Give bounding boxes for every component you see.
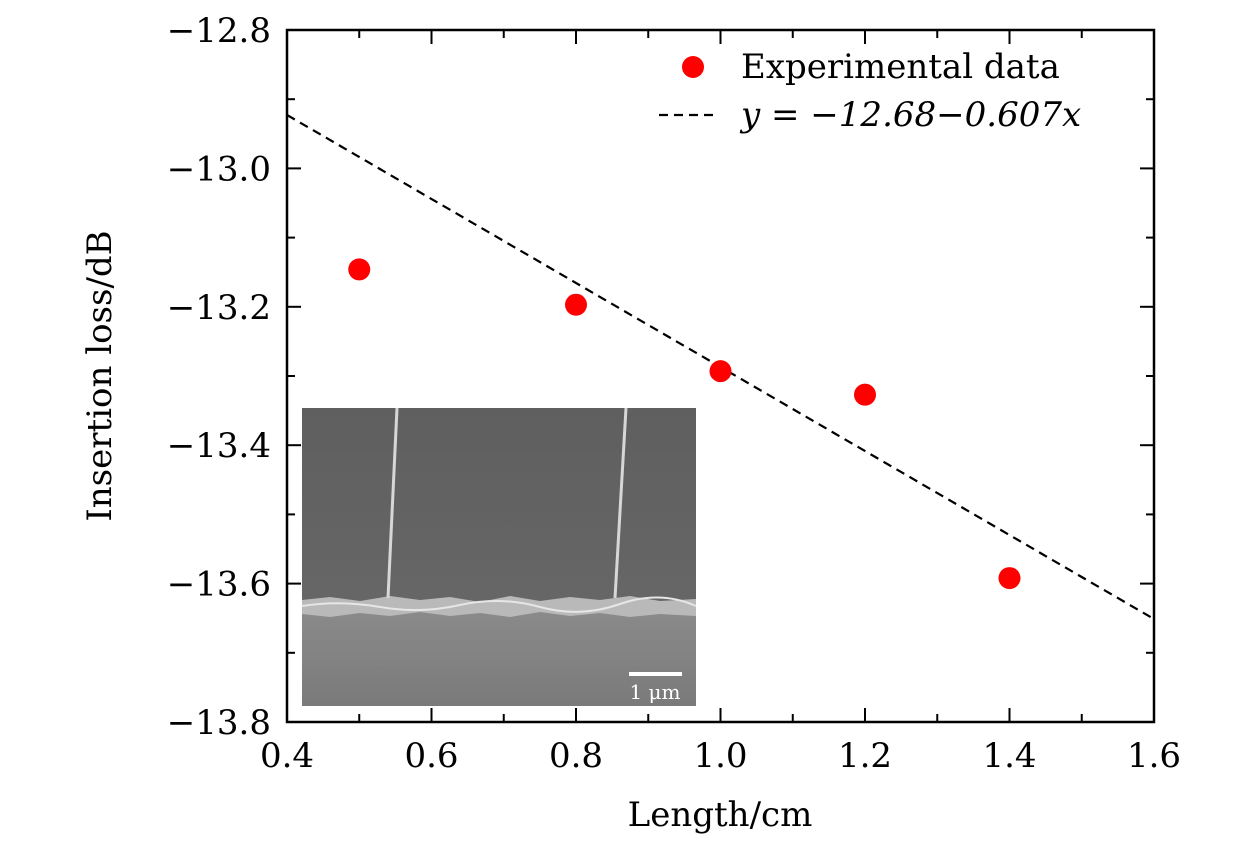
y-tick-label: −13.8 (167, 703, 271, 743)
y-tick-label: −13.0 (167, 149, 271, 189)
data-point (565, 293, 587, 316)
plot-frame (285, 28, 1156, 724)
data-point (998, 567, 1021, 590)
x-axis-ticks: 0.4 0.6 0.8 1.0 1.2 1.4 1.6 (260, 30, 1181, 776)
y-tick-label: −13.6 (167, 565, 271, 605)
inset-sem-image: 1 μm (301, 407, 697, 706)
x-tick-label: 1.0 (693, 736, 747, 776)
data-points (348, 258, 1021, 590)
legend-marker-experimental (682, 56, 704, 78)
inset-scale-label: 1 μm (629, 680, 680, 704)
x-axis-label: Length/cm (628, 795, 813, 835)
x-tick-label: 1.6 (1127, 736, 1181, 776)
x-tick-label: 0.6 (404, 736, 458, 776)
y-tick-label: −12.8 (167, 11, 271, 51)
x-tick-label: 0.4 (260, 736, 314, 776)
legend-label-experimental: Experimental data (741, 47, 1060, 87)
y-axis-label: Insertion loss/dB (80, 230, 120, 521)
legend: Experimental data y = −12.68−0.607x (659, 47, 1081, 135)
y-tick-label: −13.4 (167, 426, 271, 466)
legend-label-fit: y = −12.68−0.607x (739, 95, 1081, 135)
data-point (709, 360, 732, 383)
y-tick-label: −13.2 (167, 288, 271, 328)
x-tick-label: 1.4 (982, 736, 1036, 776)
x-tick-label: 0.8 (549, 736, 603, 776)
y-axis-ticks: −12.8 −13.0 −13.2 −13.4 −13.6 −13.8 (167, 11, 1154, 743)
data-point (348, 258, 371, 281)
x-tick-label: 1.2 (838, 736, 892, 776)
data-point (854, 383, 876, 406)
